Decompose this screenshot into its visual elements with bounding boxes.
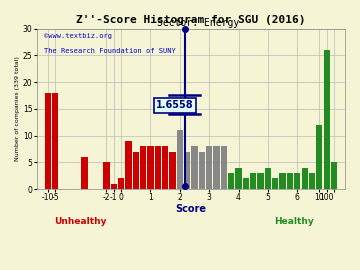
Bar — [316, 125, 323, 189]
Bar — [279, 173, 286, 189]
Title: Z''-Score Histogram for SGU (2016): Z''-Score Histogram for SGU (2016) — [76, 15, 306, 25]
Bar — [331, 162, 337, 189]
Text: ©www.textbiz.org: ©www.textbiz.org — [44, 33, 112, 39]
Bar — [169, 152, 176, 189]
Bar — [206, 146, 212, 189]
Bar — [125, 141, 131, 189]
Bar — [287, 173, 293, 189]
Bar — [257, 173, 264, 189]
Text: The Research Foundation of SUNY: The Research Foundation of SUNY — [44, 48, 176, 54]
Bar — [81, 157, 87, 189]
Text: 1.6558: 1.6558 — [156, 100, 194, 110]
Bar — [294, 173, 300, 189]
Text: Sector: Energy: Sector: Energy — [157, 18, 239, 28]
Bar — [302, 168, 308, 189]
Bar — [184, 152, 190, 189]
Text: Unhealthy: Unhealthy — [54, 217, 107, 226]
Y-axis label: Number of companies (339 total): Number of companies (339 total) — [15, 56, 20, 161]
Bar — [147, 146, 154, 189]
Bar — [243, 178, 249, 189]
Bar — [177, 130, 183, 189]
Bar — [103, 162, 109, 189]
Bar — [133, 152, 139, 189]
Bar — [118, 178, 124, 189]
Bar — [250, 173, 256, 189]
Bar — [213, 146, 220, 189]
Bar — [45, 93, 51, 189]
Bar — [228, 173, 234, 189]
Bar — [111, 184, 117, 189]
Bar — [140, 146, 146, 189]
Bar — [162, 146, 168, 189]
Text: Healthy: Healthy — [274, 217, 314, 226]
Bar — [221, 146, 227, 189]
Bar — [52, 93, 58, 189]
Bar — [324, 50, 330, 189]
Bar — [272, 178, 278, 189]
Bar — [155, 146, 161, 189]
X-axis label: Score: Score — [175, 204, 206, 214]
Bar — [235, 168, 242, 189]
Bar — [192, 146, 198, 189]
Bar — [309, 173, 315, 189]
Bar — [199, 152, 205, 189]
Bar — [265, 168, 271, 189]
